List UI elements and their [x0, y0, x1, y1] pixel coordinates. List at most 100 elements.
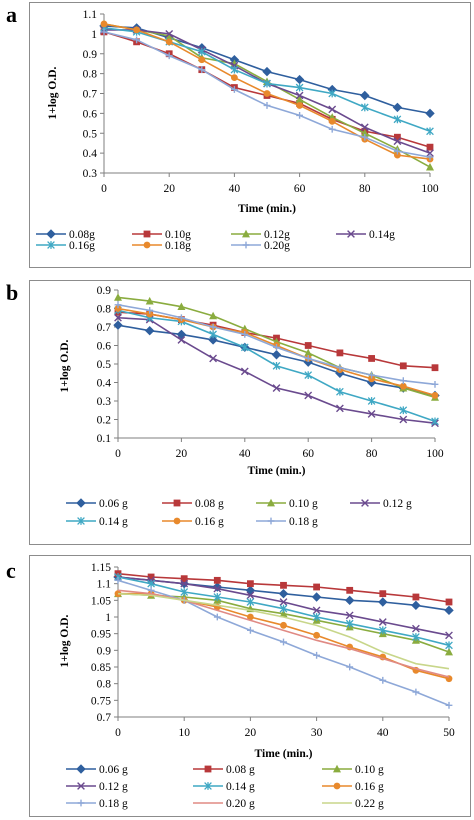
- data-point: [177, 302, 186, 311]
- data-point: [133, 36, 140, 44]
- y-tick-label: 1: [91, 29, 97, 41]
- data-point: [295, 83, 304, 92]
- data-point: [208, 335, 218, 345]
- chart-c: 0.7 0.75 0.8 0.85 0.9 0.95 1 1.05 1.1 1.15 0 10 20 30…: [59, 562, 455, 810]
- data-point: [336, 349, 344, 357]
- data-point: [345, 619, 354, 628]
- y-axis-title: 1+log O.D.: [59, 614, 71, 667]
- x-tick-label: 60: [302, 448, 314, 460]
- data-point: [147, 573, 155, 581]
- chart-b: 0.1 0.2 0.3 0.4 0.5 0.6 0.7 0.8 0.9 0 20 40 60 80 100 T…: [59, 285, 444, 528]
- data-point: [378, 597, 388, 607]
- data-point: [247, 626, 254, 634]
- data-point: [425, 108, 435, 119]
- legend-item: 0.16 g: [162, 516, 224, 528]
- data-point: [209, 354, 217, 363]
- legend-label: 0.16 g: [355, 781, 384, 793]
- legend-item: 0.10g: [132, 229, 191, 241]
- data-point: [445, 647, 453, 656]
- data-point: [360, 90, 370, 101]
- data-point: [240, 367, 249, 376]
- data-point: [394, 133, 401, 141]
- x-tick-label: 20: [245, 727, 257, 739]
- data-point: [392, 102, 403, 113]
- legend-label: 0.06 g: [99, 764, 128, 776]
- data-point: [426, 162, 434, 171]
- data-point: [100, 28, 108, 36]
- y-tick-label: 0.5: [97, 359, 112, 371]
- data-point: [165, 31, 174, 40]
- data-point: [177, 336, 186, 344]
- data-point: [312, 613, 321, 621]
- data-point: [426, 149, 434, 158]
- legend-marker: [46, 229, 56, 239]
- data-point: [336, 387, 344, 396]
- legend-label: 0.16 g: [195, 516, 224, 528]
- data-point: [304, 355, 312, 362]
- data-point: [209, 311, 218, 320]
- data-point: [114, 301, 122, 309]
- data-point: [165, 52, 173, 60]
- x-tick-label: 40: [377, 727, 389, 739]
- y-axis-title: 1+log O.D.: [47, 66, 59, 119]
- data-point: [114, 293, 122, 301]
- data-point: [114, 576, 122, 584]
- data-point: [344, 595, 355, 606]
- data-point: [393, 115, 402, 124]
- data-point: [346, 586, 354, 594]
- data-point: [180, 579, 189, 588]
- y-tick-label: 0.75: [91, 695, 111, 707]
- y-tick-label: 1.05: [91, 595, 111, 607]
- legend-item: 0.08 g: [162, 498, 224, 510]
- data-point: [312, 606, 321, 615]
- x-tick-label: 80: [366, 448, 378, 460]
- data-point: [295, 91, 304, 100]
- data-point: [145, 296, 154, 305]
- data-point: [247, 613, 254, 621]
- legend-label: 0.12 g: [99, 781, 128, 793]
- data-point: [271, 350, 282, 360]
- data-point: [165, 29, 174, 38]
- legend: 0.06 g 0.08 g 0.10 g 0.12 g 0.14 g 0.16 g 0.18…: [66, 498, 412, 528]
- legend: 0.06 g 0.08 g 0.10 g 0.12 g 0.14 g 0.16 g 0.18…: [66, 764, 384, 810]
- y-tick-label: 0.6: [97, 341, 112, 353]
- y-tick-label: 0.3: [83, 168, 98, 180]
- data-point: [360, 103, 369, 112]
- data-point: [296, 111, 303, 119]
- legend-item: 0.20g: [231, 240, 290, 252]
- data-point: [294, 74, 305, 85]
- data-point: [426, 127, 434, 136]
- legend-label: 0.18g: [165, 240, 191, 252]
- data-point: [328, 125, 336, 133]
- data-point: [213, 613, 221, 621]
- data-point: [231, 86, 238, 93]
- data-point: [213, 593, 222, 601]
- data-point: [280, 638, 287, 646]
- x-tick-label: 60: [294, 183, 306, 195]
- data-point: [360, 123, 369, 132]
- data-point: [431, 417, 439, 426]
- data-point: [246, 598, 255, 606]
- legend-item: 0.16g: [36, 240, 95, 252]
- data-point: [412, 633, 420, 641]
- data-point: [313, 651, 320, 659]
- data-point: [280, 621, 287, 629]
- data-point: [272, 384, 281, 392]
- legend-item: 0.08 g: [193, 764, 255, 776]
- data-point: [209, 330, 217, 339]
- data-point: [241, 331, 249, 338]
- data-point: [263, 102, 271, 109]
- data-point: [279, 604, 288, 613]
- data-point: [247, 580, 254, 588]
- legend-marker: [47, 241, 55, 249]
- y-tick-label: 0.6: [83, 108, 98, 120]
- legend-item: 0.12 g: [350, 498, 412, 510]
- data-point: [313, 583, 320, 591]
- data-point: [279, 598, 288, 606]
- y-tick-label: 1: [105, 612, 111, 624]
- data-point: [273, 343, 280, 351]
- data-point: [304, 391, 313, 400]
- data-point: [230, 65, 239, 74]
- x-tick-label: 50: [443, 727, 455, 739]
- legend-marker: [267, 517, 275, 525]
